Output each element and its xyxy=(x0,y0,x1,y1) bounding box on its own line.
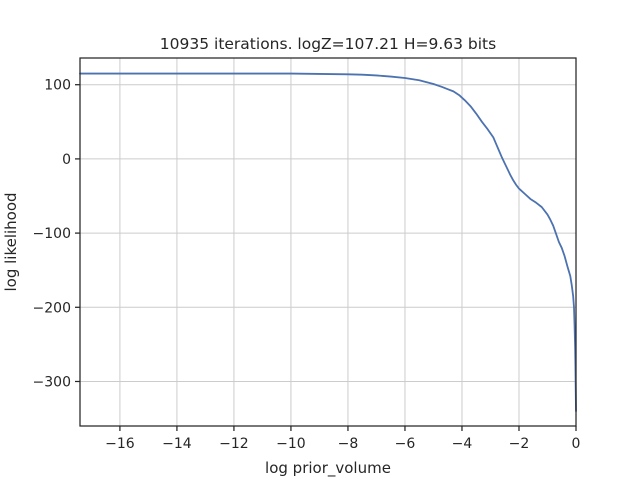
x-tick-label: −6 xyxy=(395,436,416,452)
tick-layer: −16 −14 −12 −10 −8 −6 −4 −2 0 100 0 −100 −200 −300 xyxy=(33,78,581,452)
x-tick-label: 0 xyxy=(572,436,581,452)
x-tick-label: −12 xyxy=(219,436,249,452)
plot-frame xyxy=(79,57,577,427)
y-tick-label: 0 xyxy=(62,152,71,168)
y-tick-label: −100 xyxy=(33,226,71,242)
x-axis-title: log prior_volume xyxy=(265,459,391,478)
x-tick-label: −14 xyxy=(162,436,192,452)
x-tick-label: −10 xyxy=(276,436,306,452)
series-line xyxy=(79,72,577,413)
x-tick-label: −4 xyxy=(452,436,473,452)
x-tick-label: −2 xyxy=(509,436,530,452)
x-tick-label: −8 xyxy=(338,436,359,452)
y-tick-label: −200 xyxy=(33,300,71,316)
x-tick-label: −16 xyxy=(105,436,135,452)
chart-title: 10935 iterations. logZ=107.21 H=9.63 bit… xyxy=(160,35,496,53)
grid-layer xyxy=(80,58,577,426)
series-layer xyxy=(79,72,577,413)
y-axis-title: log likelihood xyxy=(2,192,20,291)
y-tick-label: 100 xyxy=(44,78,71,94)
y-tick-label: −300 xyxy=(33,374,71,390)
